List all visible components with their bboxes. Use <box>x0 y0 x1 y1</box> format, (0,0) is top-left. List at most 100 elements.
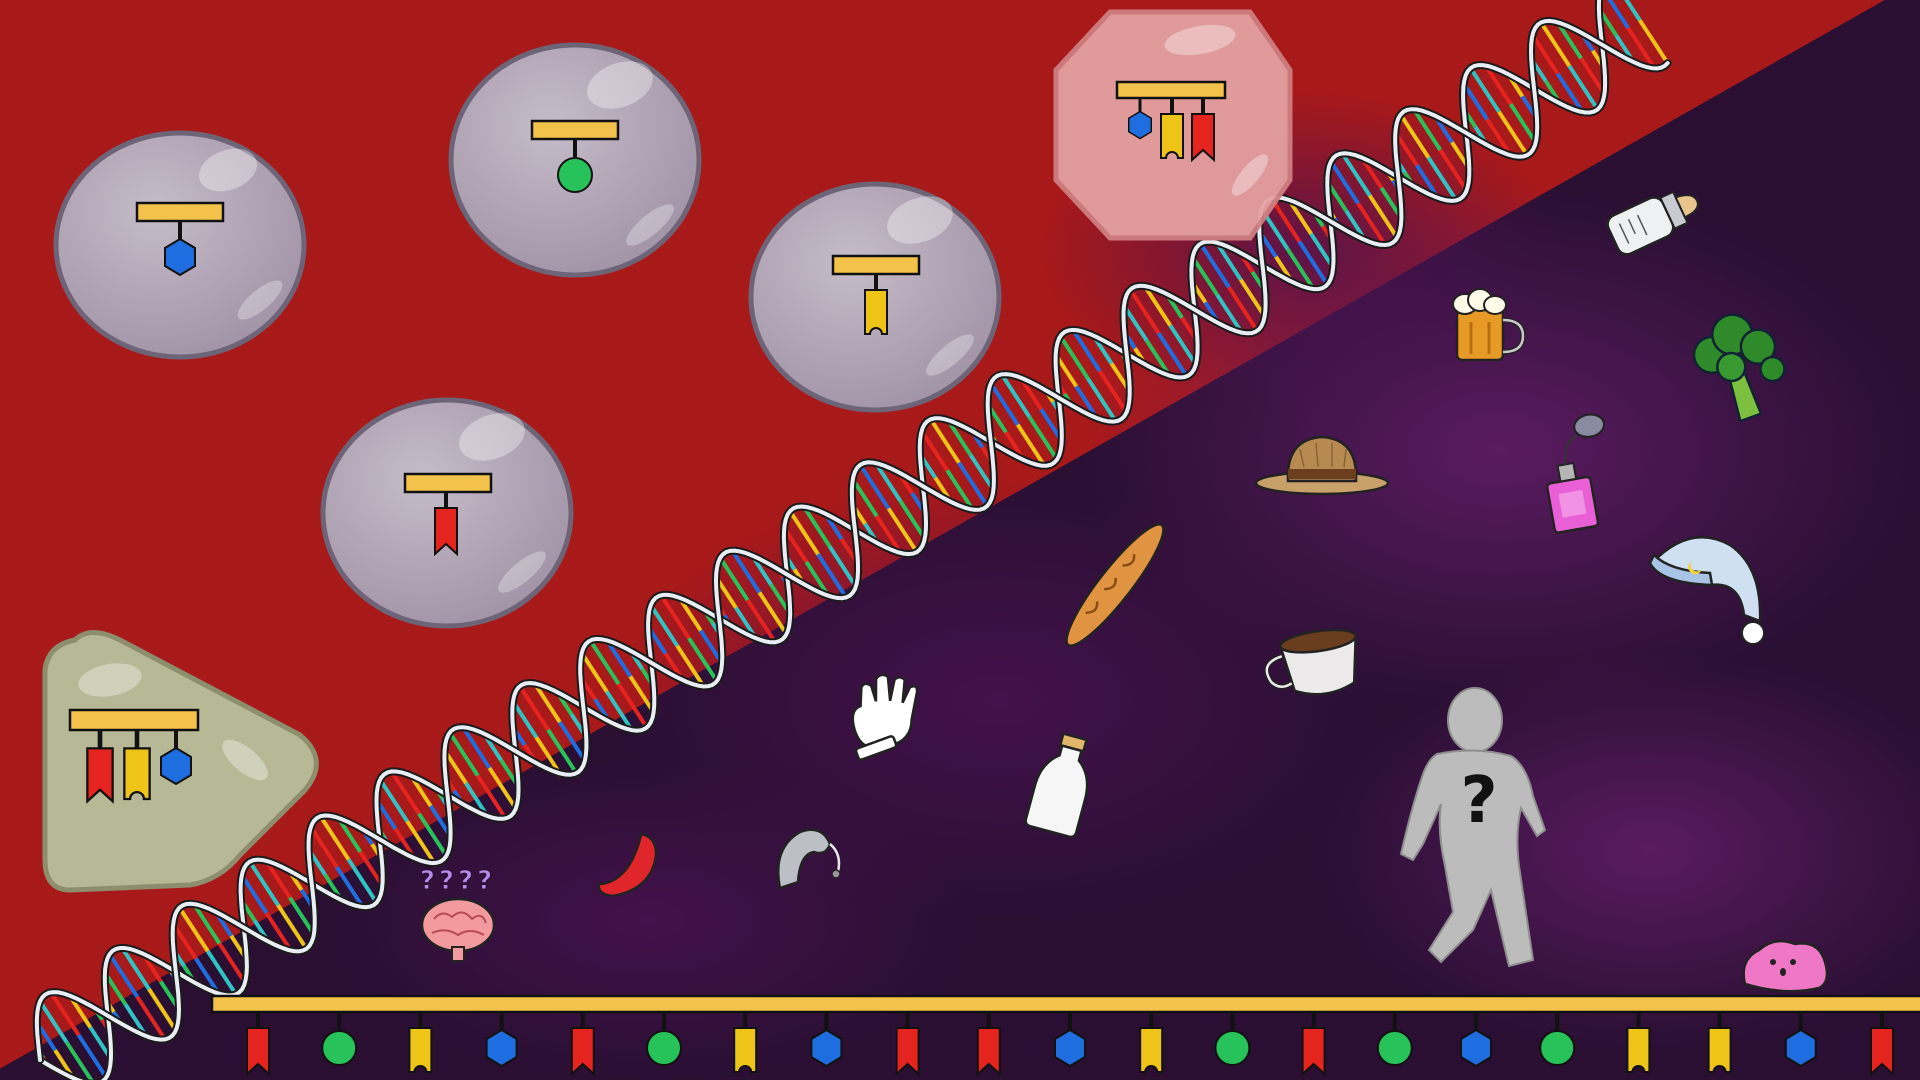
dna-base-pair <box>147 988 178 1032</box>
pink-blob-icon <box>1742 939 1829 993</box>
nightcap-icon <box>1648 536 1765 645</box>
dna-base-pair <box>192 902 222 945</box>
dna-base-pair <box>1462 82 1489 121</box>
dna-base-pair <box>1485 118 1513 157</box>
dna-base-pair <box>1626 26 1657 70</box>
dna-base-pair <box>730 549 762 594</box>
dna-base-pair <box>946 419 973 457</box>
dna-base-pair <box>49 991 81 1037</box>
broccoli-icon <box>1692 313 1786 423</box>
dna-base-pair <box>461 726 492 769</box>
dna-base-pair <box>276 904 309 950</box>
dna-base-pair <box>38 1000 69 1044</box>
dna-base-pair <box>264 859 292 899</box>
dna-base-pair <box>875 515 903 555</box>
cell-triangle-multi <box>42 630 319 893</box>
hearing-aid-icon <box>776 828 841 890</box>
marker-strip <box>210 994 1920 1075</box>
dna-base-pair <box>1285 247 1316 291</box>
dna-base-pair <box>1555 72 1585 114</box>
dna-base-pair <box>417 812 449 857</box>
dna-base-pair <box>1356 202 1387 247</box>
dna-base-pair <box>1071 328 1102 373</box>
dna-base-pair <box>120 946 151 991</box>
dna-base-pair <box>605 690 634 732</box>
dna-base-pair <box>448 731 480 777</box>
dna-base-pair <box>248 860 280 907</box>
confused-brain-icon: ???? <box>419 866 496 962</box>
dna-base-pair <box>1624 0 1642 22</box>
dna-base-pair <box>264 911 293 952</box>
dna-base-pair <box>945 469 975 511</box>
dna-base-pair <box>1567 64 1600 111</box>
dna-base-pair <box>533 682 562 724</box>
dna-base-pair <box>1297 240 1330 286</box>
dna-base-pair <box>346 858 379 904</box>
dna-base-pair <box>217 942 247 984</box>
dna-base-pair <box>378 778 409 823</box>
dna-base-pair <box>288 896 316 936</box>
dna-base-pair <box>745 598 777 644</box>
dna-base-pair <box>1215 293 1244 334</box>
dna-base-pair <box>1398 113 1431 159</box>
glove-icon <box>851 673 919 761</box>
dna-base-pair <box>135 995 167 1041</box>
dna-base-pair <box>1128 288 1161 335</box>
dna-base-pair <box>718 556 750 602</box>
dna-base-pair <box>389 770 421 815</box>
cell-blue-hexagon <box>53 130 307 360</box>
red-pepper-icon <box>597 832 658 898</box>
dna-base-pair <box>1483 64 1513 106</box>
dna-base-pair <box>107 953 139 998</box>
dna-base-pair <box>1579 57 1607 96</box>
dna-base-pair <box>802 505 832 548</box>
dna-base-pair <box>1156 331 1189 378</box>
cell-green-circle <box>448 42 702 278</box>
dna-base-pair <box>628 675 656 714</box>
dna-base-pair <box>1340 152 1372 197</box>
cell-red-ribbon <box>320 397 574 629</box>
beer-mug-icon <box>1452 288 1526 362</box>
dna-base-pair <box>405 820 437 865</box>
mystery-person-icon: ? <box>1399 687 1547 968</box>
dna-base-pair <box>1168 324 1198 366</box>
dna-base-pair <box>858 463 891 510</box>
dna-base-pair <box>1238 278 1267 318</box>
dna-base-pair <box>1198 242 1231 289</box>
dna-base-pair <box>1027 415 1059 461</box>
dna-base-pair <box>1058 335 1090 380</box>
coffee-cup-icon <box>1264 628 1357 696</box>
receptor-bar <box>831 254 921 276</box>
dna-base-pair <box>1269 197 1302 243</box>
dna-base-pair <box>675 644 706 688</box>
dna-base-pair <box>1227 286 1259 332</box>
dna-base-pair <box>546 728 579 775</box>
receptor-bar <box>68 708 200 732</box>
dna-base-pair <box>1508 103 1538 144</box>
dna-base-pair <box>318 815 351 861</box>
dna-base-pair <box>534 736 562 775</box>
dna-base-pair <box>957 461 989 508</box>
receptor-bar <box>1115 80 1227 100</box>
dna-base-pair <box>1438 148 1469 192</box>
cell-yellow-tag <box>748 181 1002 413</box>
dna-base-pair <box>1015 423 1047 467</box>
dna-base-pair <box>1329 160 1360 205</box>
straw-hat-icon <box>1254 435 1390 496</box>
dna-base-pair <box>1607 0 1630 29</box>
dna-base-pair <box>989 382 1020 426</box>
dna-base-pair <box>851 478 879 518</box>
dna-base-pair <box>309 825 339 869</box>
dna-base-pair <box>816 553 848 599</box>
dna-base-pair <box>616 682 649 729</box>
dna-base-pair <box>171 922 198 960</box>
dna-base-pair <box>919 429 949 472</box>
person-question-mark: ? <box>1460 764 1497 838</box>
receptor-bar <box>403 472 493 494</box>
dna-base-pair <box>1426 156 1459 202</box>
dna-base-pair <box>1530 33 1560 75</box>
dna-backbone-strand <box>34 18 1670 1062</box>
dna-base-pair <box>1122 304 1149 342</box>
baguette-icon <box>1065 523 1165 647</box>
